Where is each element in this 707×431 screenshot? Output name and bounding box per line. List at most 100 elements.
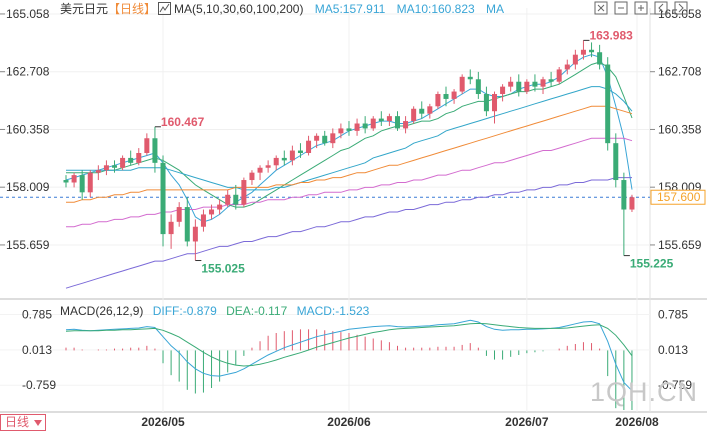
macd-y-tick-label-right: 0.013 [658,343,688,357]
candle-body [467,76,473,80]
scroll-right-icon[interactable] [674,1,688,15]
candle-body [79,175,85,193]
candle-body [394,116,400,129]
ma5-value: MA5:157.911 [314,2,386,16]
candle-body [354,123,360,131]
candle-body [209,209,215,215]
symbol-label[interactable]: 美元日元 [60,2,109,16]
x-tick-label: 2026/05 [141,415,185,429]
candle-body [548,79,554,82]
candle-body [297,150,303,153]
candle-body [314,135,320,141]
candle-body [346,128,352,131]
y-tick-label-left: 158.009 [6,180,50,194]
candlesticks [63,40,635,261]
candle-body [500,86,506,95]
candle-body [532,81,538,87]
y-tick-label-left: 165.058 [6,7,50,21]
settings-icon[interactable] [594,1,608,15]
y-tick-label-left: 155.659 [6,238,50,252]
candle-body [597,52,603,65]
candle-body [613,143,619,181]
candle-body [411,108,417,122]
watermark: 1QH.CN [590,377,699,407]
toolbar: 美元日元【日线】 MA(5,10,30,60,100,200) MA5:157.9… [60,2,504,16]
candle-body [257,167,263,173]
candle-body [281,157,287,161]
candle-body [443,94,449,99]
candle-body [120,157,126,168]
y-tick-label-right: 155.659 [658,238,702,252]
candle-body [459,76,465,92]
ma-line-ma30 [66,86,633,191]
candle-body [386,116,392,122]
candle-body [580,49,586,55]
ma-line-ma200 [65,177,632,289]
candle-body [516,81,522,92]
zoom-in-icon[interactable] [634,1,648,15]
candle-body [265,165,271,168]
ma-config-icon[interactable] [158,2,172,15]
ma-label: MA(5,10,30,60,100,200) [174,2,304,16]
macd-dea-line [65,322,633,367]
y-tick-label-left: 162.708 [6,65,50,79]
candle-body [289,150,295,161]
toolbar-icons [594,1,704,17]
candle-body [556,69,562,82]
annotation-label-low: 155.025 [201,262,245,276]
ma-more-value: MA [486,2,505,16]
macd-diff-value: DIFF:-0.879 [152,304,217,318]
candle-body [508,81,514,87]
macd-y-tick-label-left: -0.759 [22,378,56,392]
candle-body [403,121,409,129]
candle-body [451,91,457,99]
candle-body [564,64,570,70]
candle-body [241,180,247,205]
candle-body [152,138,158,163]
y-tick-label-right: 162.708 [658,65,702,79]
candle-body [192,226,198,242]
macd-y-tick-label-left: 0.785 [22,307,52,321]
ma-line-ma10 [66,61,633,208]
macd-legend: MACD(26,12,9) DIFF:-0.879 DEA:-0.117 MAC… [60,304,369,318]
x-tick-label: 2026/08 [615,415,659,429]
candle-body [200,214,206,227]
candle-body [492,94,498,112]
zoom-out-icon[interactable] [614,1,628,15]
macd-y-tick-label-right: -0.759 [658,378,692,392]
period-button[interactable]: 日线 [0,414,46,431]
candle-body [589,49,595,53]
candle-body [306,140,312,153]
candle-body [524,81,530,92]
macd-diff-line [65,319,633,392]
last-price-tag [650,189,706,205]
macd-y-tick-label-left: 0.013 [22,343,52,357]
candle-body [338,128,344,134]
annotation-label-low: 155.225 [630,257,674,271]
y-tick-label-right: 160.358 [658,122,702,136]
x-tick-label: 2026/07 [505,415,549,429]
candle-body [419,108,425,114]
candle-body [629,197,635,210]
scroll-left-icon[interactable] [654,1,668,15]
candle-body [475,79,481,95]
candle-body [144,138,150,153]
candle-body [330,133,336,144]
candle-body [168,221,174,235]
macd-macd-value: MACD:-1.523 [296,304,370,318]
last-price-label: 157.600 [657,190,701,204]
candle-body [225,194,231,205]
price-annotations: 160.467 155.025 163.983 155.225 [154,28,674,276]
candle-body [217,204,223,210]
ma-line-ma100 [66,137,633,228]
candle-body [605,64,611,144]
candle-body [427,106,433,114]
candle-body [112,165,118,168]
candle-body [136,153,142,163]
candle-body [540,79,546,87]
period-label[interactable]: 【日线】 [108,2,157,16]
candle-body [160,162,166,235]
ma10-value: MA10:160.823 [396,2,475,16]
y-tick-label-left: 160.358 [6,122,50,136]
